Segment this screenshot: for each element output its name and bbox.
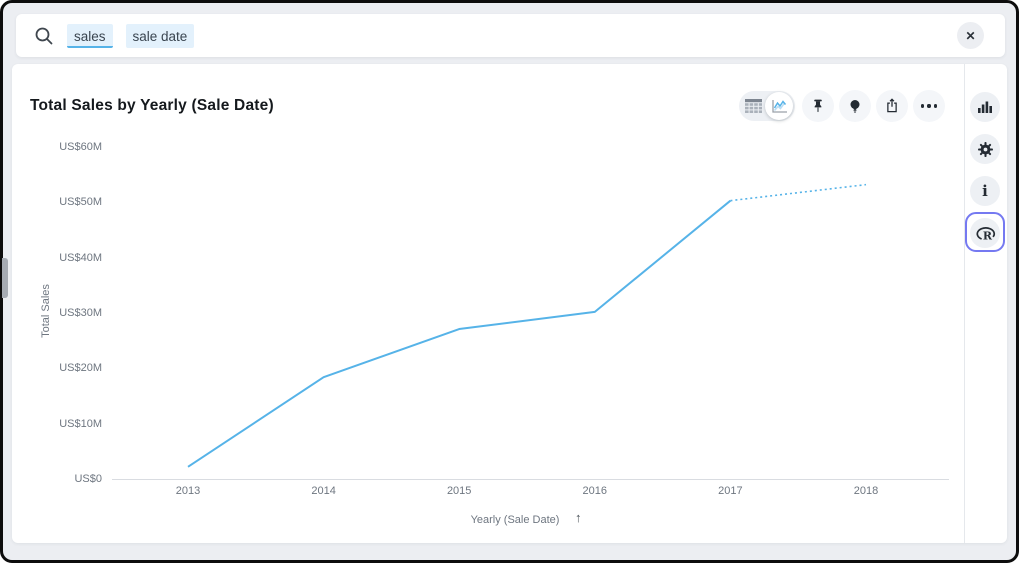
search-token-sale-date[interactable]: sale date	[125, 23, 195, 48]
y-tick-label: US$0	[74, 473, 102, 485]
ellipsis-icon	[920, 104, 925, 108]
sidebar-item-visualization-type[interactable]	[970, 92, 1000, 122]
y-tick-label: US$40M	[59, 251, 102, 264]
visualization-panel: Total Sales by Yearly (Sale Date)	[12, 64, 1007, 543]
pin-icon	[814, 99, 822, 113]
r-logo-icon: R	[976, 226, 996, 242]
y-tick-label: US$50M	[59, 196, 102, 209]
line-chart[interactable]: Total Sales Yearly (Sale Date) ↑ US$0 US$…	[12, 64, 1007, 543]
x-tick-label: 2018	[853, 485, 879, 497]
y-tick-label: US$10M	[59, 417, 102, 430]
search-icon	[34, 26, 54, 46]
x-tick-label: 2015	[446, 485, 472, 497]
x-tick-label: 2013	[175, 485, 201, 497]
svg-text:R: R	[983, 229, 993, 242]
x-tick-label: 2016	[582, 485, 608, 497]
table-view-icon[interactable]	[745, 99, 762, 118]
sort-ascending-icon[interactable]: ↑	[575, 510, 582, 525]
x-tick-label: 2017	[718, 485, 743, 497]
r-script-focus-ring	[965, 212, 1005, 252]
info-icon: i	[982, 181, 988, 200]
view-toggle[interactable]	[739, 91, 795, 121]
x-axis-title[interactable]: Yearly (Sale Date)	[470, 514, 560, 526]
search-bar[interactable]: sales sale date ✕	[16, 14, 1005, 57]
close-icon[interactable]: ✕	[957, 22, 984, 49]
y-tick-label: US$20M	[59, 362, 102, 375]
y-tick-label: US$60M	[59, 141, 102, 153]
insights-button[interactable]	[839, 90, 871, 122]
x-axis-line	[112, 479, 949, 480]
lightbulb-icon	[850, 100, 860, 113]
bar-chart-icon	[978, 101, 992, 113]
share-export-icon	[887, 98, 897, 113]
sidebar-item-info[interactable]: i	[970, 176, 1000, 206]
y-tick-label: US$30M	[59, 307, 102, 319]
pin-button[interactable]	[802, 90, 834, 122]
left-scrollbar-thumb[interactable]	[2, 258, 8, 298]
sidebar-item-settings[interactable]	[970, 134, 1000, 164]
page-title: Total Sales by Yearly (Sale Date)	[30, 97, 274, 114]
sidebar-divider	[964, 64, 965, 543]
more-options-button[interactable]	[913, 90, 945, 122]
gear-icon	[977, 141, 993, 157]
x-tick-label: 2014	[311, 485, 336, 497]
search-token-sales[interactable]: sales	[67, 23, 113, 48]
chart-view-icon[interactable]	[765, 92, 793, 120]
share-button[interactable]	[876, 90, 908, 122]
line-series	[187, 183, 867, 468]
